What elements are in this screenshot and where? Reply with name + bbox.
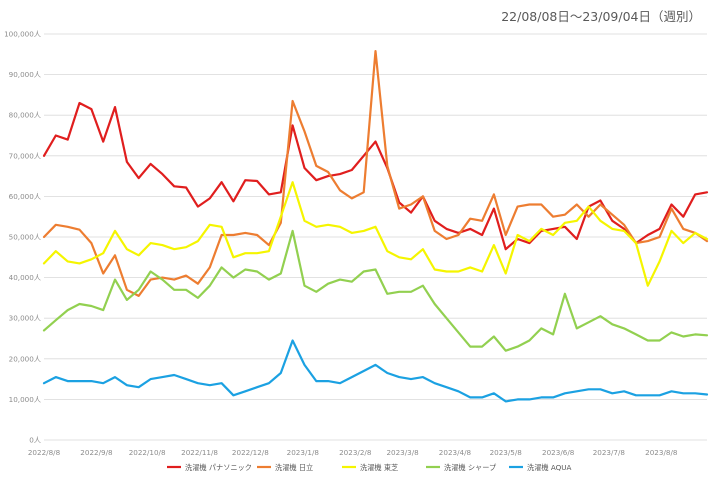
x-tick-label: 2023/1/8 xyxy=(287,448,320,457)
chart-title: 22/08/08日～23/09/04日（週別） xyxy=(501,9,701,24)
y-tick-label: 20,000人 xyxy=(9,354,41,363)
x-tick-label: 2022/9/8 xyxy=(80,448,113,457)
y-tick-label: 100,000人 xyxy=(4,30,41,39)
y-tick-label: 30,000人 xyxy=(9,314,41,323)
y-tick-label: 10,000人 xyxy=(9,395,41,404)
x-tick-label: 2023/3/8 xyxy=(386,448,419,457)
series-line-1 xyxy=(42,101,709,251)
y-tick-label: 50,000人 xyxy=(9,233,41,242)
series-line-4 xyxy=(42,229,709,352)
y-tick-label: 0人 xyxy=(29,436,41,445)
x-tick-label: 2023/5/8 xyxy=(490,448,523,457)
y-tick-label: 90,000人 xyxy=(9,70,41,79)
y-tick-label: 80,000人 xyxy=(9,111,41,120)
x-tick-label: 2023/4/8 xyxy=(439,448,472,457)
legend-label-3: 洗濯機 東芝 xyxy=(360,463,398,472)
x-tick-label: 2023/2/8 xyxy=(339,448,372,457)
legend-label-1: 洗濯機 パナソニック xyxy=(185,463,252,472)
legend-label-5: 洗濯機 AQUA xyxy=(527,463,572,472)
x-tick-label: 2022/8/8 xyxy=(28,448,61,457)
series-line-2 xyxy=(42,49,709,297)
y-tick-label: 60,000人 xyxy=(9,192,41,201)
x-tick-label: 2023/7/8 xyxy=(593,448,626,457)
y-tick-label: 70,000人 xyxy=(9,151,41,160)
series-line-5 xyxy=(42,339,709,403)
legend-label-2: 洗濯機 日立 xyxy=(275,463,313,472)
y-tick-label: 40,000人 xyxy=(9,273,41,282)
legend-label-4: 洗濯機 シャープ xyxy=(444,463,497,472)
series-line-3 xyxy=(42,181,709,287)
x-tick-label: 2022/12/8 xyxy=(232,448,269,457)
x-tick-label: 2023/6/8 xyxy=(542,448,575,457)
x-tick-label: 2022/10/8 xyxy=(129,448,166,457)
x-tick-label: 2022/11/8 xyxy=(181,448,218,457)
x-tick-label: 2023/8/8 xyxy=(645,448,678,457)
